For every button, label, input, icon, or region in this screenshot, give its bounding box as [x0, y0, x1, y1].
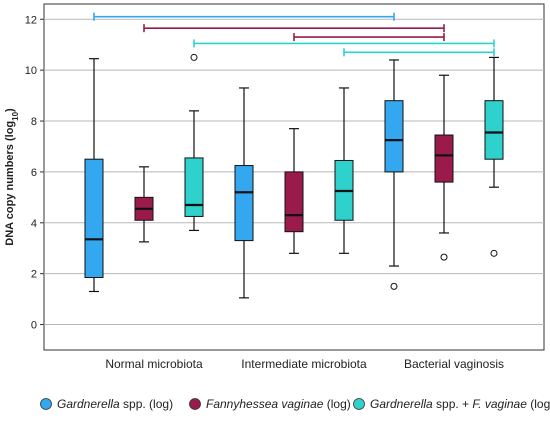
outlier-point: [491, 250, 497, 256]
outlier-point: [391, 283, 397, 289]
y-tick-label: 12: [25, 14, 37, 26]
box-iqr: [285, 172, 303, 232]
y-tick-label: 4: [31, 218, 37, 230]
box-iqr: [235, 166, 253, 241]
y-tick-label: 2: [31, 269, 37, 281]
legend-swatch: [190, 399, 201, 410]
outlier-point: [191, 54, 197, 60]
y-tick-label: 8: [31, 116, 37, 128]
legend-swatch: [41, 399, 52, 410]
legend-swatch: [354, 399, 365, 410]
y-axis-label: DNA copy numbers (log10): [4, 108, 20, 246]
box-iqr: [385, 101, 403, 172]
outlier-point: [441, 254, 447, 260]
legend-item: Fannyhessea vaginae (log): [190, 397, 351, 411]
x-category-label: Normal microbiota: [105, 357, 203, 371]
box-iqr: [435, 135, 453, 182]
y-tick-label: 10: [25, 65, 37, 77]
box-iqr: [85, 159, 103, 277]
legend-label: Fannyhessea vaginae (log): [206, 397, 351, 411]
legend-label: Gardnerella spp. + F. vaginae (log): [370, 397, 550, 411]
box-iqr: [185, 158, 203, 217]
y-tick-label: 0: [31, 320, 37, 332]
x-category-label: Bacterial vaginosis: [404, 357, 504, 371]
y-tick-label: 6: [31, 167, 37, 179]
x-category-label: Intermediate microbiota: [241, 357, 367, 371]
legend-item: Gardnerella spp. (log): [41, 397, 174, 411]
legend-label: Gardnerella spp. (log): [57, 397, 173, 411]
legend-item: Gardnerella spp. + F. vaginae (log): [354, 397, 550, 411]
box-iqr: [485, 101, 503, 160]
